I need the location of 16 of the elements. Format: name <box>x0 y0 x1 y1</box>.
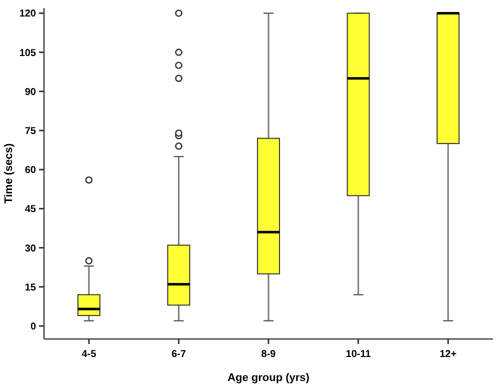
y-tick-label: 45 <box>24 204 36 216</box>
y-tick-label: 105 <box>19 48 36 59</box>
y-tick-label: 120 <box>19 8 36 20</box>
x-tick-label: 8-9 <box>261 349 276 360</box>
y-axis-title: Time (secs) <box>3 143 15 204</box>
x-tick-label: 4-5 <box>82 349 97 360</box>
x-tick-label: 10-11 <box>346 349 372 360</box>
y-tick-label: 90 <box>24 86 36 98</box>
y-tick-label: 30 <box>24 243 36 254</box>
x-tick-label: 12+ <box>440 349 457 360</box>
y-tick-label: 60 <box>24 165 36 176</box>
y-tick-label: 15 <box>24 282 36 294</box>
y-tick-label: 75 <box>24 126 36 137</box>
x-axis-title: Age group (yrs) <box>228 372 310 384</box>
x-tick-label: 6-7 <box>171 349 186 360</box>
y-tick-label: 0 <box>30 321 36 332</box>
